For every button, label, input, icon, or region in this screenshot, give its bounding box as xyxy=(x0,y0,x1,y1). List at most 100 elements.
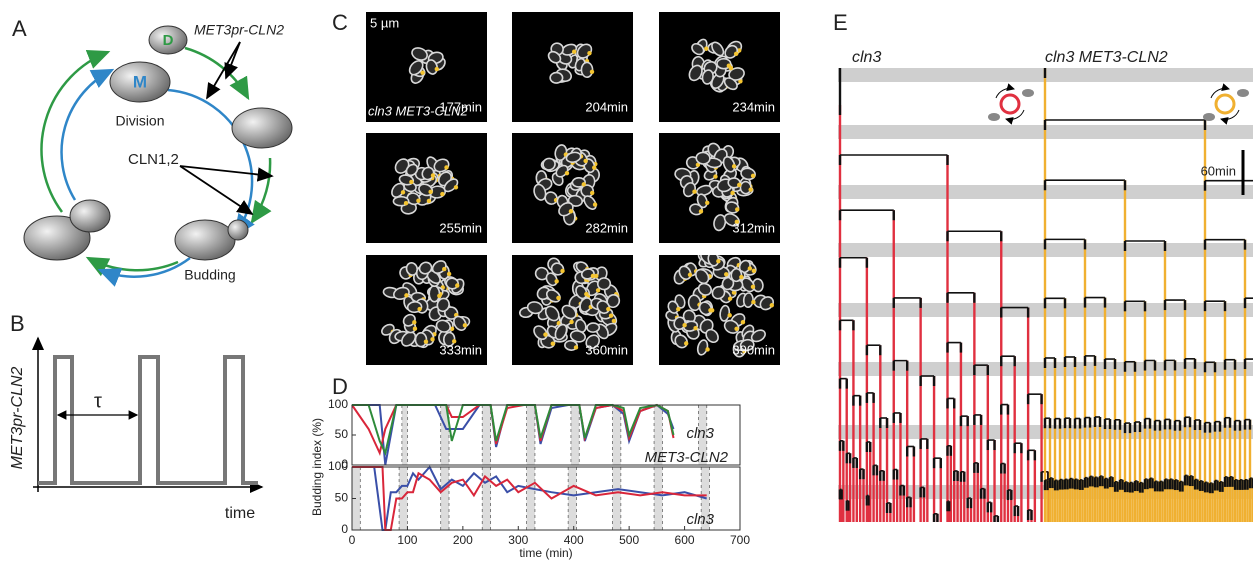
cell xyxy=(411,47,428,61)
marker-dot xyxy=(611,318,617,324)
cell xyxy=(730,267,743,283)
mother-label: M xyxy=(133,72,147,91)
pulse-band xyxy=(352,467,361,530)
panel-d: 0 50 100 Budding index (%) cln3 MET3-CLN2 0 50 1… xyxy=(310,397,750,560)
marker-dot xyxy=(692,189,697,194)
x-tick-label: 700 xyxy=(730,533,750,547)
cell xyxy=(533,183,547,201)
cycle-arrow xyxy=(1005,109,1025,125)
cell xyxy=(526,301,544,315)
arrow xyxy=(224,41,241,80)
bud xyxy=(227,219,249,241)
marker-dot xyxy=(734,219,740,225)
division-label: Division xyxy=(115,113,164,129)
marker-dot xyxy=(751,268,757,274)
cell xyxy=(739,338,755,352)
marker-dot xyxy=(587,50,592,56)
marker-dot xyxy=(412,320,417,325)
marker-dot xyxy=(735,207,740,212)
panel-label: B xyxy=(10,311,25,336)
pulse-band xyxy=(570,405,580,465)
panel-label: D xyxy=(332,374,348,399)
cell xyxy=(688,64,703,82)
series-line xyxy=(352,465,707,531)
arrow xyxy=(40,50,111,213)
cell xyxy=(705,328,719,344)
cell xyxy=(698,301,713,316)
y-tick-label: 0 xyxy=(341,457,348,471)
marker-dot xyxy=(423,339,429,344)
cell xyxy=(425,59,438,75)
cycle-icon xyxy=(999,93,1021,115)
cell-icon xyxy=(1022,89,1034,97)
pulse-band xyxy=(698,405,707,465)
marker-dot xyxy=(727,313,732,318)
arrow xyxy=(179,165,254,215)
marker-dot xyxy=(737,48,742,53)
micrograph: 390min xyxy=(659,255,780,365)
y-tick-label: 50 xyxy=(335,491,349,505)
marker-dot xyxy=(676,306,681,312)
marker-dot xyxy=(453,185,459,190)
marker-dot xyxy=(606,306,611,312)
cell-icon xyxy=(988,113,1000,121)
arrow xyxy=(85,256,179,277)
annotation: MET3-CLN2 xyxy=(645,449,729,466)
marker-dot xyxy=(451,339,457,344)
promoter-label: MET3pr-CLN2 xyxy=(194,22,284,38)
cell xyxy=(405,261,419,276)
cell xyxy=(565,151,582,163)
cycle-arrow xyxy=(1220,109,1240,125)
cell xyxy=(728,67,745,81)
marker-dot xyxy=(750,284,756,290)
micrograph: 255min xyxy=(366,133,487,243)
cell xyxy=(667,300,680,314)
cell xyxy=(691,42,705,56)
panel-b: τ time MET3pr-CLN2 xyxy=(9,336,264,522)
cell xyxy=(674,334,688,349)
right-title: cln3 MET3-CLN2 xyxy=(1045,49,1168,66)
pulse-band xyxy=(401,405,408,465)
marker-dot xyxy=(442,266,447,272)
cell xyxy=(723,77,738,91)
marker-dot xyxy=(434,66,440,72)
marker-dot xyxy=(595,288,601,293)
cell xyxy=(583,195,597,210)
pulse-trace xyxy=(38,355,258,485)
micrograph: 333min xyxy=(366,255,487,365)
marker-dot xyxy=(740,319,746,325)
marker-dot xyxy=(750,173,756,178)
pulse-band xyxy=(526,405,535,465)
cln-label: CLN1,2 xyxy=(128,151,179,168)
cell xyxy=(435,319,451,333)
marker-dot xyxy=(747,266,753,271)
cell xyxy=(707,255,720,267)
marker-dot xyxy=(440,191,445,197)
marker-dot xyxy=(564,170,570,176)
cell xyxy=(544,305,560,322)
marker-dot xyxy=(400,190,406,195)
marker-dot xyxy=(594,273,599,279)
marker-dot xyxy=(724,272,729,277)
marker-dot xyxy=(704,46,709,51)
marker-dot xyxy=(738,79,743,84)
annotation: cln3 xyxy=(686,425,714,442)
cycle-arrow xyxy=(995,83,1015,99)
y-tick-label: 50 xyxy=(335,427,349,441)
marker-dot xyxy=(733,51,739,57)
marker-dot xyxy=(569,319,574,325)
marker-dot xyxy=(568,209,574,214)
x-tick-label: 100 xyxy=(397,533,417,547)
scale-label: 5 µm xyxy=(370,15,399,30)
x-tick-label: 500 xyxy=(619,533,639,547)
left-title: cln3 xyxy=(852,49,881,66)
cell xyxy=(414,332,428,348)
cell xyxy=(408,60,424,76)
cell xyxy=(596,277,612,291)
x-label: time (min) xyxy=(519,546,572,560)
time-label: 282min xyxy=(585,220,628,235)
series-line xyxy=(352,403,675,457)
cell xyxy=(739,180,752,195)
marker-dot xyxy=(449,326,455,332)
marker-dot xyxy=(726,63,732,68)
